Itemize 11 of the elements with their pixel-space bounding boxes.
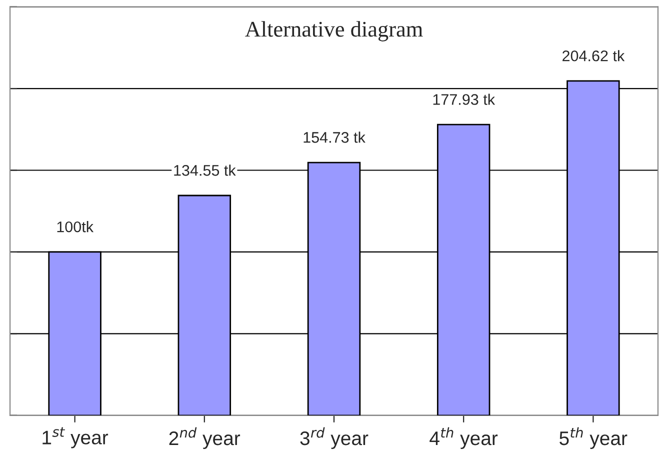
data-label: 204.62 tk xyxy=(562,50,625,62)
x-tick-label: 2$^{nd}$ year xyxy=(169,427,240,450)
x-tick-label: 3$^{rd}$ year xyxy=(300,427,368,450)
data-label: 134.55 tk xyxy=(174,164,236,176)
data-label: 100tk xyxy=(57,221,94,232)
x-tick-label: 4$^{th}$ year xyxy=(430,427,498,450)
x-tick-label: 5$^{th}$ year xyxy=(560,427,628,450)
data-label: 177.93 tk xyxy=(433,94,496,105)
text: Alternative diagram xyxy=(245,21,423,42)
x-tick-label: 1$^{st}$ year xyxy=(42,427,108,448)
data-label: 154.73 tk xyxy=(304,132,366,143)
